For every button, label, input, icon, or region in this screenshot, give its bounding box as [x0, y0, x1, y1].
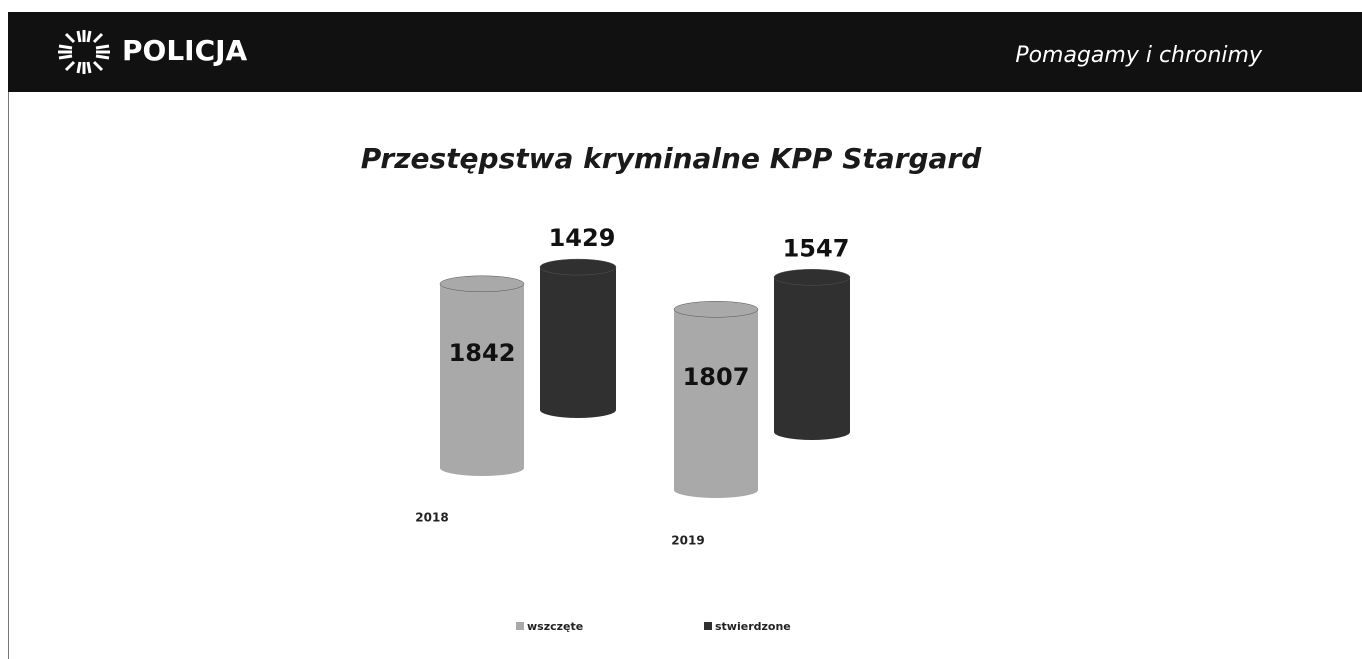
legend-swatch	[516, 622, 524, 630]
cylinder-body	[774, 277, 850, 440]
cylinder-body	[540, 267, 616, 418]
x-tick-label: 2018	[415, 511, 448, 525]
cylinder-body	[674, 309, 758, 498]
legend-label: wszczęte	[527, 620, 583, 633]
legend-swatch	[704, 622, 712, 630]
police-logo	[58, 30, 110, 74]
cylinder	[539, 258, 617, 418]
cylinder	[773, 269, 851, 440]
data-label: 1842	[449, 339, 516, 367]
cylinder-shade	[674, 309, 758, 490]
cylinder-shade	[540, 267, 616, 410]
cylinder	[439, 275, 525, 476]
legend-label: stwierdzone	[715, 620, 791, 633]
data-label: 1429	[549, 224, 616, 252]
cylinder-top	[773, 269, 851, 286]
cylinder-body	[440, 283, 524, 476]
cylinder-top	[439, 275, 525, 293]
cylinder-top	[539, 258, 617, 276]
chart-title: Przestępstwa kryminalne KPP Stargard	[361, 142, 982, 175]
cylinder-top	[673, 301, 759, 318]
cylinder-shade	[440, 283, 524, 468]
cylinder-shade	[774, 277, 850, 432]
x-tick-label: 2019	[671, 534, 704, 548]
header-bar	[8, 12, 1362, 92]
slogan: Pomagamy i chronimy	[1015, 43, 1263, 68]
brand: POLICJA	[122, 34, 248, 67]
data-label: 1807	[683, 363, 750, 391]
cylinder	[673, 301, 759, 498]
data-label: 1547	[783, 234, 850, 262]
